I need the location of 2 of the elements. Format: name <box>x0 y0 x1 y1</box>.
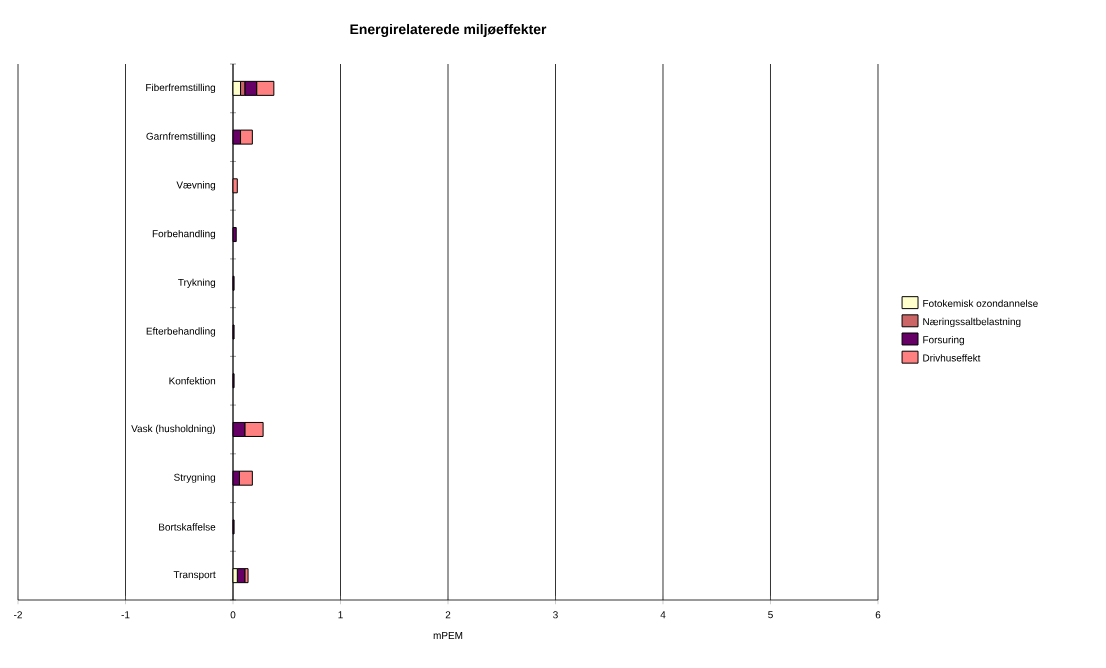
bar <box>238 470 253 486</box>
bar <box>240 129 253 145</box>
